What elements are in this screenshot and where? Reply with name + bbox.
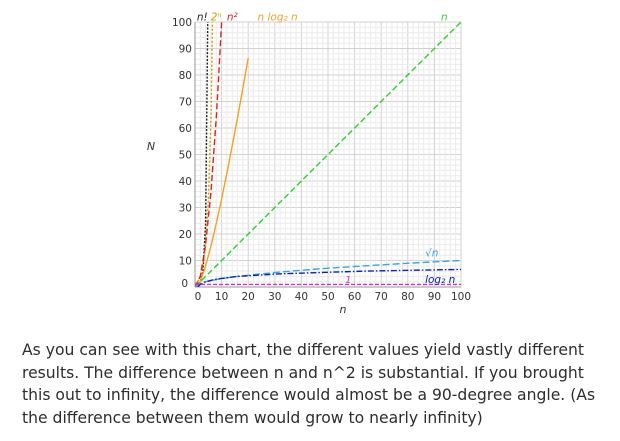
x-tick-label: 30 bbox=[268, 291, 281, 303]
x-tick-label: 0 bbox=[195, 291, 202, 303]
y-tick-label: 20 bbox=[179, 229, 192, 241]
series-label: n bbox=[441, 12, 448, 24]
x-tick-label: 100 bbox=[451, 291, 471, 303]
series-line bbox=[195, 22, 214, 285]
series-label: 1 bbox=[345, 275, 351, 286]
axis-ticks: 0 10 20 30 40 50 60 70 80 90 100 0 10 20 30 40 50 60 70 80 9… bbox=[172, 17, 471, 303]
x-tick-label: 10 bbox=[215, 291, 228, 303]
y-tick-label: 10 bbox=[179, 256, 192, 268]
series-labels: n! 2ⁿ n² n log₂ n n √n log₂ n 1 bbox=[197, 12, 455, 286]
y-tick-label: 0 bbox=[181, 278, 188, 290]
y-tick-label: 50 bbox=[179, 150, 192, 162]
series-label: √n bbox=[425, 248, 438, 260]
x-tick-label: 70 bbox=[375, 291, 388, 303]
x-tick-label: 40 bbox=[295, 291, 308, 303]
series-label: log₂ n bbox=[425, 274, 455, 286]
complexity-chart: 0 10 20 30 40 50 60 70 80 90 100 0 10 20 30 40 50 60 70 80 9… bbox=[147, 12, 471, 316]
x-tick-label: 20 bbox=[242, 291, 255, 303]
series-line bbox=[197, 57, 249, 287]
y-tick-label: 90 bbox=[179, 44, 192, 56]
y-tick-label: 60 bbox=[179, 123, 192, 135]
caption-text: As you can see with this chart, the diff… bbox=[22, 341, 596, 427]
x-tick-label: 60 bbox=[348, 291, 361, 303]
series-label: n! bbox=[197, 12, 208, 24]
series-layer bbox=[195, 22, 461, 287]
grid bbox=[194, 21, 462, 288]
x-tick-label: 90 bbox=[428, 291, 441, 303]
x-tick-label: 50 bbox=[321, 291, 334, 303]
series-label: n² bbox=[227, 12, 239, 24]
series-label: n log₂ n bbox=[258, 12, 298, 24]
x-tick-label: 80 bbox=[401, 291, 414, 303]
series-label: 2ⁿ bbox=[211, 12, 222, 24]
y-axis-label: N bbox=[147, 140, 155, 153]
y-tick-label: 30 bbox=[179, 203, 192, 215]
y-tick-label: 40 bbox=[179, 176, 192, 188]
y-tick-label: 100 bbox=[172, 17, 192, 29]
y-tick-label: 70 bbox=[179, 97, 192, 109]
x-axis-label: n bbox=[340, 303, 347, 316]
y-tick-label: 80 bbox=[179, 70, 192, 82]
